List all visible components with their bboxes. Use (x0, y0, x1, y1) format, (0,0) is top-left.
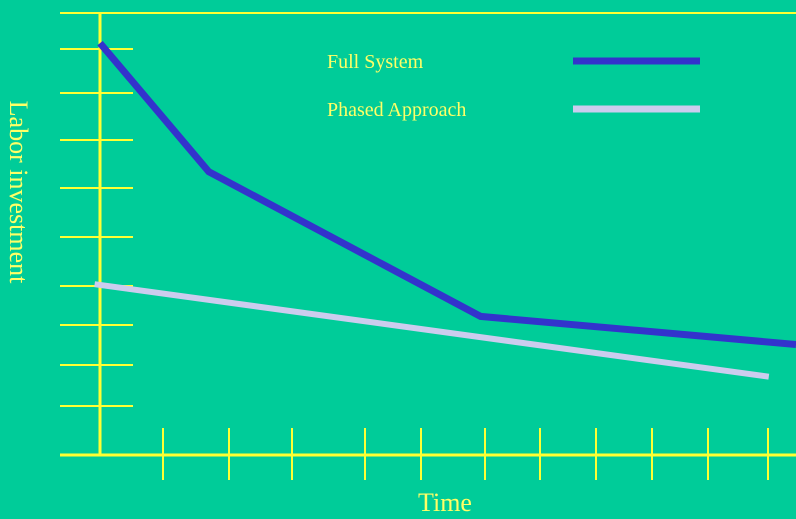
legend: Full System Phased Approach (327, 51, 700, 121)
x-axis-label: Time (418, 488, 472, 517)
legend-label-full-system: Full System (327, 51, 424, 73)
legend-label-phased-approach: Phased Approach (327, 99, 466, 121)
y-axis-label: Labor investment (4, 101, 33, 284)
series-line-phased-approach (94, 281, 770, 380)
series-line-full-system (97, 40, 796, 348)
series-lines (94, 40, 796, 380)
axes (60, 12, 796, 480)
